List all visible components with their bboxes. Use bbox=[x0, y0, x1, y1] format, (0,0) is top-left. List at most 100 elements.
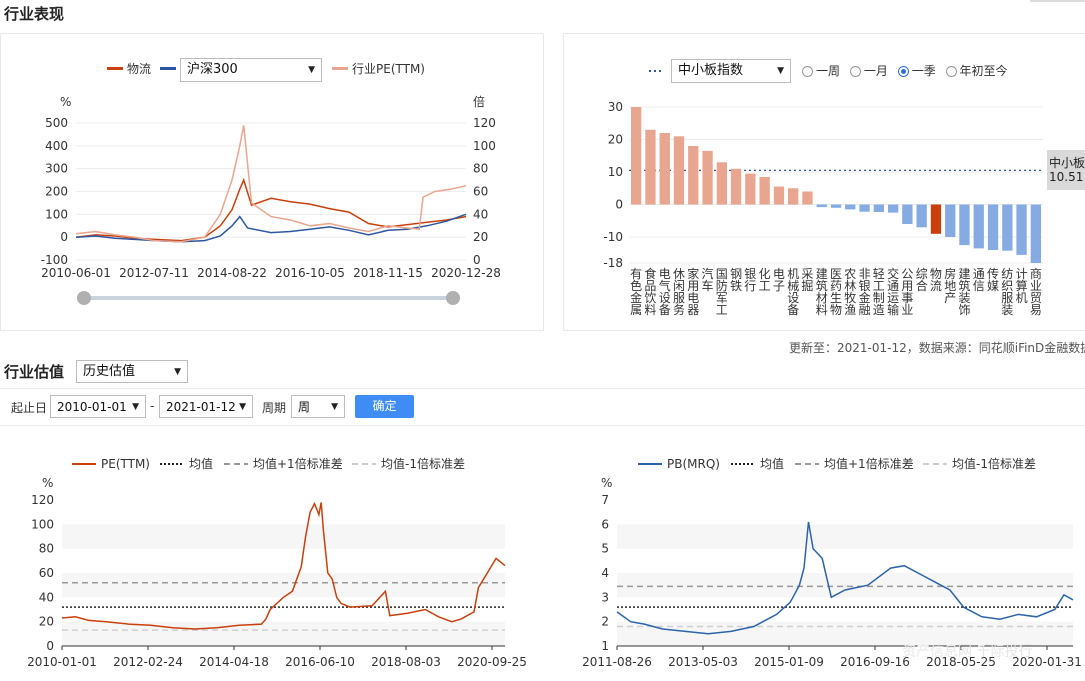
bar-汽车[interactable] bbox=[702, 150, 713, 205]
period-select-value: 周 bbox=[298, 400, 311, 414]
grid-band bbox=[617, 621, 1073, 646]
y-axis-right-label: 倍 bbox=[473, 94, 485, 109]
y-tick-left: -100 bbox=[41, 253, 68, 267]
start-date-select[interactable]: 2010-01-01 ▼ bbox=[50, 395, 146, 418]
y-tick-left: 200 bbox=[45, 185, 68, 199]
y-tick-right: 60 bbox=[473, 185, 488, 199]
y-tick-left: 300 bbox=[45, 162, 68, 176]
y-tick-right: 0 bbox=[473, 253, 481, 267]
series-line-2 bbox=[75, 125, 467, 243]
bar-传媒[interactable] bbox=[987, 204, 999, 251]
y-axis-label: % bbox=[601, 476, 612, 490]
bar-轻工制造[interactable] bbox=[873, 204, 884, 213]
bar-休闲服务[interactable] bbox=[673, 136, 685, 205]
confirm-button[interactable]: 确定 bbox=[355, 395, 414, 418]
benchmark-select[interactable]: 中小板指数 ▼ bbox=[671, 59, 791, 83]
bar-化工[interactable] bbox=[759, 176, 770, 205]
bar-非银金融[interactable] bbox=[859, 204, 870, 212]
x-tick: 2015-01-09 bbox=[754, 655, 824, 669]
y-tick-left: 0 bbox=[60, 230, 68, 244]
y-tick-left: 400 bbox=[45, 139, 68, 153]
bar-公用事业[interactable] bbox=[902, 204, 913, 225]
chevron-down-icon: ▼ bbox=[777, 66, 784, 76]
y-tick: 40 bbox=[39, 590, 54, 604]
y-axis-label: % bbox=[42, 476, 53, 490]
bar-采掘[interactable] bbox=[802, 191, 813, 205]
y-tick: 2 bbox=[601, 615, 609, 629]
radio-week[interactable]: 一周 bbox=[802, 64, 840, 78]
legend-swatch-pe bbox=[72, 463, 96, 465]
y-tick: 1 bbox=[601, 639, 609, 653]
period-label: 周期 bbox=[262, 401, 287, 415]
bar-建筑装饰[interactable] bbox=[959, 204, 970, 246]
bar-电子[interactable] bbox=[773, 186, 785, 205]
legend-swatch-pe bbox=[332, 67, 348, 70]
radio-quarter[interactable]: 一季 bbox=[897, 64, 936, 78]
industry-line-panel bbox=[0, 33, 544, 331]
chevron-down-icon: ▼ bbox=[174, 367, 181, 377]
divider bbox=[0, 425, 1085, 426]
range-slider[interactable] bbox=[77, 291, 460, 305]
y-tick: 80 bbox=[39, 542, 54, 556]
x-category-label: 电子 bbox=[773, 267, 785, 293]
reference-tag-box bbox=[1047, 150, 1085, 190]
range-slider-start-handle[interactable] bbox=[77, 291, 91, 305]
bar-机械设备[interactable] bbox=[788, 188, 799, 205]
value-line bbox=[616, 521, 1074, 635]
legend: PB(MRQ) 均值 均值+1倍标准差 均值-1倍标准差 bbox=[638, 456, 1036, 471]
bar-房地产[interactable] bbox=[945, 204, 956, 238]
bar-交通运输[interactable] bbox=[888, 204, 899, 213]
y-tick: -18 bbox=[603, 256, 623, 270]
bar-国防军工[interactable] bbox=[716, 162, 727, 205]
legend-swatch-logistics bbox=[107, 67, 123, 70]
y-tick: 0 bbox=[615, 198, 623, 212]
index-select[interactable]: 沪深300 ▼ bbox=[180, 58, 322, 82]
end-date-select[interactable]: 2021-01-12 ▼ bbox=[159, 395, 253, 418]
x-category-label: 交通运输 bbox=[887, 266, 899, 317]
x-tick: 2013-05-03 bbox=[668, 655, 738, 669]
x-tick: 2018-08-03 bbox=[371, 655, 441, 669]
radio-quarter-label: 一季 bbox=[911, 64, 936, 78]
radio-week-label: 一周 bbox=[816, 64, 841, 78]
legend-lower: 均值-1倍标准差 bbox=[381, 456, 465, 471]
valuation-mode-select[interactable]: 历史估值 ▼ bbox=[76, 360, 188, 383]
chevron-down-icon: ▼ bbox=[331, 402, 338, 412]
x-category-label: 食品饮料 bbox=[644, 266, 656, 317]
bar-纺织服装[interactable] bbox=[1002, 204, 1013, 251]
bar-农林牧渔[interactable] bbox=[845, 204, 856, 210]
bar-计算机[interactable] bbox=[1016, 204, 1027, 255]
bar-通信[interactable] bbox=[973, 204, 984, 249]
radio-ytd[interactable]: 年初至今 bbox=[945, 64, 1008, 78]
x-category-label: 钢铁 bbox=[730, 267, 742, 293]
benchmark-select-value: 中小板指数 bbox=[678, 63, 744, 78]
bar-食品饮料[interactable] bbox=[645, 129, 656, 205]
legend-upper: 均值+1倍标准差 bbox=[824, 456, 914, 471]
bar-物流[interactable] bbox=[930, 204, 942, 234]
range-slider-end-handle[interactable] bbox=[446, 291, 460, 305]
valuation-title: 行业估值 bbox=[4, 363, 65, 381]
legend-pe: 行业PE(TTM) bbox=[352, 62, 425, 76]
x-category-label: 纺织服装 bbox=[1001, 267, 1013, 317]
bar-电气设备[interactable] bbox=[659, 133, 670, 205]
grid-band bbox=[62, 621, 505, 646]
bar-医药生物[interactable] bbox=[830, 204, 842, 208]
bar-商业贸易[interactable] bbox=[1030, 204, 1041, 264]
bar-银行[interactable] bbox=[745, 173, 756, 205]
legend-swatch-pb bbox=[638, 463, 662, 465]
bar-有色金属[interactable] bbox=[631, 107, 642, 205]
bar-家用电器[interactable] bbox=[688, 146, 699, 205]
x-tick: 2016-10-05 bbox=[275, 266, 345, 280]
x-tick: 2020-01-31 bbox=[1012, 655, 1082, 669]
radio-month[interactable]: 一月 bbox=[849, 64, 888, 78]
radio-circle-icon bbox=[802, 66, 813, 77]
period-select[interactable]: 周 ▼ bbox=[291, 395, 345, 418]
x-tick: 2012-07-11 bbox=[119, 266, 189, 280]
chevron-down-icon: ▼ bbox=[308, 65, 315, 75]
bar-综合[interactable] bbox=[916, 204, 927, 228]
pe-history-chart: PE(TTM) 均值 均值+1倍标准差 均值-1倍标准差 % 120 100 80 60… bbox=[27, 456, 527, 669]
bar-建筑材料[interactable] bbox=[816, 204, 827, 208]
bar-钢铁[interactable] bbox=[730, 168, 742, 205]
x-tick: 2010-01-01 bbox=[27, 655, 97, 669]
x-tick: 2016-09-16 bbox=[840, 655, 910, 669]
x-tick: 2016-06-10 bbox=[285, 655, 355, 669]
